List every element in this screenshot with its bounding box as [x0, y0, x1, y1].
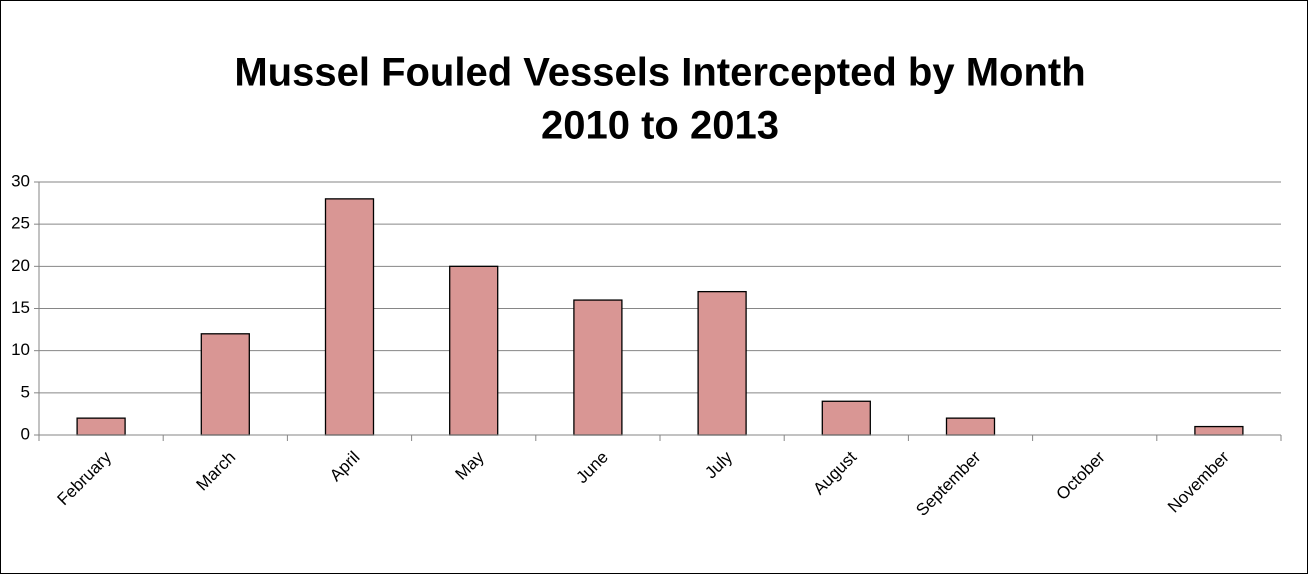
bar	[945, 417, 996, 436]
bar	[573, 299, 623, 436]
y-tick-label: 10	[11, 340, 30, 359]
bar	[1194, 425, 1244, 436]
y-tick-label: 25	[11, 214, 30, 233]
bar	[324, 198, 375, 436]
y-tick-label: 30	[11, 171, 30, 190]
bar	[76, 417, 126, 436]
y-tick-label: 5	[21, 382, 30, 401]
y-tick-label: 0	[21, 424, 30, 443]
y-tick-label: 20	[11, 256, 30, 275]
bar	[449, 265, 499, 436]
bar	[697, 290, 747, 436]
bar	[821, 400, 871, 436]
chart-title: 2010 to 2013	[541, 104, 779, 148]
chart-title: Mussel Fouled Vessels Intercepted by Mon…	[234, 51, 1085, 95]
y-tick-label: 15	[11, 298, 30, 317]
bar	[200, 333, 250, 436]
